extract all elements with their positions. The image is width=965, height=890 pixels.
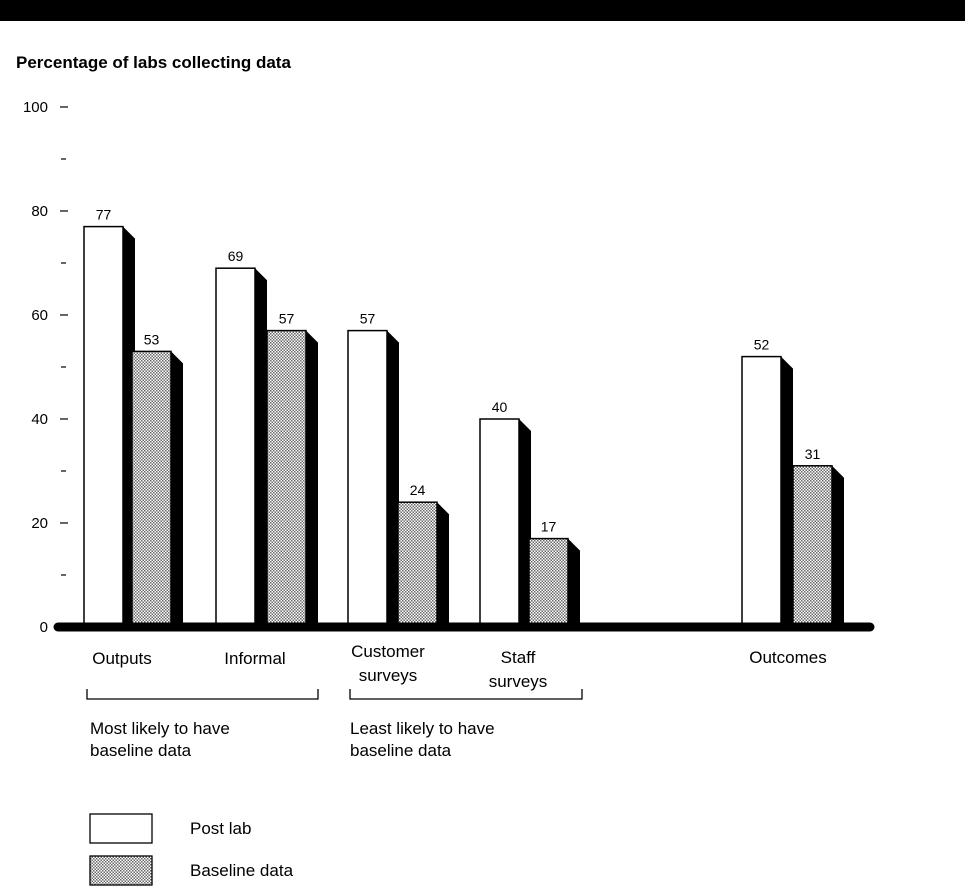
category-label: surveys xyxy=(489,672,548,691)
bars-layer: 77 69 57 40 52 53 57 24 17 31 xyxy=(83,207,844,628)
bar-baseline-data xyxy=(397,501,438,628)
legend: Post lab Baseline data xyxy=(89,813,294,886)
bar-post-lab xyxy=(83,225,124,628)
category-groups: Most likely to have baseline data Least li… xyxy=(86,689,583,760)
bar-shadow xyxy=(781,356,793,627)
bar-post-lab xyxy=(479,418,520,628)
bar-baseline-data xyxy=(266,329,307,628)
y-tick-label: 80 xyxy=(31,203,48,220)
category-label: Outputs xyxy=(92,649,152,668)
bar-value-label: 57 xyxy=(279,311,295,327)
bar-shadow xyxy=(255,268,267,627)
group-bracket xyxy=(86,689,319,700)
bar-value-label: 24 xyxy=(410,482,426,498)
bar-shadow xyxy=(171,351,183,627)
bar-shadow xyxy=(437,502,449,627)
bar-value-label: 52 xyxy=(754,337,770,353)
legend-label: Baseline data xyxy=(190,861,294,880)
category-label: Outcomes xyxy=(749,648,826,667)
top-black-band xyxy=(0,0,965,21)
bar-shadow xyxy=(568,538,580,627)
bar-value-label: 77 xyxy=(96,207,112,223)
y-tick-label: 20 xyxy=(31,515,48,532)
legend-swatch-baseline-data xyxy=(89,855,153,886)
bar-post-lab xyxy=(347,329,388,628)
y-tick-label: 100 xyxy=(23,99,48,116)
y-tick-label: 0 xyxy=(40,619,48,636)
legend-swatch-post-lab xyxy=(89,813,153,844)
category-label: surveys xyxy=(359,666,418,685)
bar-post-lab xyxy=(215,267,256,628)
bar-value-label: 53 xyxy=(144,331,160,347)
bar-shadow xyxy=(306,330,318,627)
category-labels: Outputs Informal Customer surveys Staff surve… xyxy=(92,642,827,691)
bar-baseline-data xyxy=(528,537,569,628)
group-label: Most likely to have xyxy=(90,719,230,738)
y-tick-label: 40 xyxy=(31,411,48,428)
bar-shadow xyxy=(387,330,399,627)
category-label: Staff xyxy=(501,648,536,667)
category-label: Informal xyxy=(224,649,285,668)
category-label: Customer xyxy=(351,642,425,661)
y-axis: 0 20 40 60 80 100 xyxy=(23,99,68,636)
bar-shadow xyxy=(519,419,531,627)
bar-value-label: 69 xyxy=(228,248,244,264)
group-label: baseline data xyxy=(350,741,452,760)
group-label: Least likely to have xyxy=(350,719,495,738)
bar-baseline-data xyxy=(792,465,833,628)
bar-baseline-data xyxy=(131,350,172,628)
group-bracket xyxy=(349,689,583,700)
bar-value-label: 31 xyxy=(805,446,821,462)
bar-post-lab xyxy=(741,355,782,628)
bar-value-label: 17 xyxy=(541,519,557,535)
bar-value-label: 40 xyxy=(492,399,508,415)
bar-value-label: 57 xyxy=(360,311,376,327)
bar-shadow xyxy=(832,465,844,627)
y-tick-label: 60 xyxy=(31,307,48,324)
group-label: baseline data xyxy=(90,741,192,760)
legend-label: Post lab xyxy=(190,819,251,838)
chart-title: Percentage of labs collecting data xyxy=(16,53,291,72)
